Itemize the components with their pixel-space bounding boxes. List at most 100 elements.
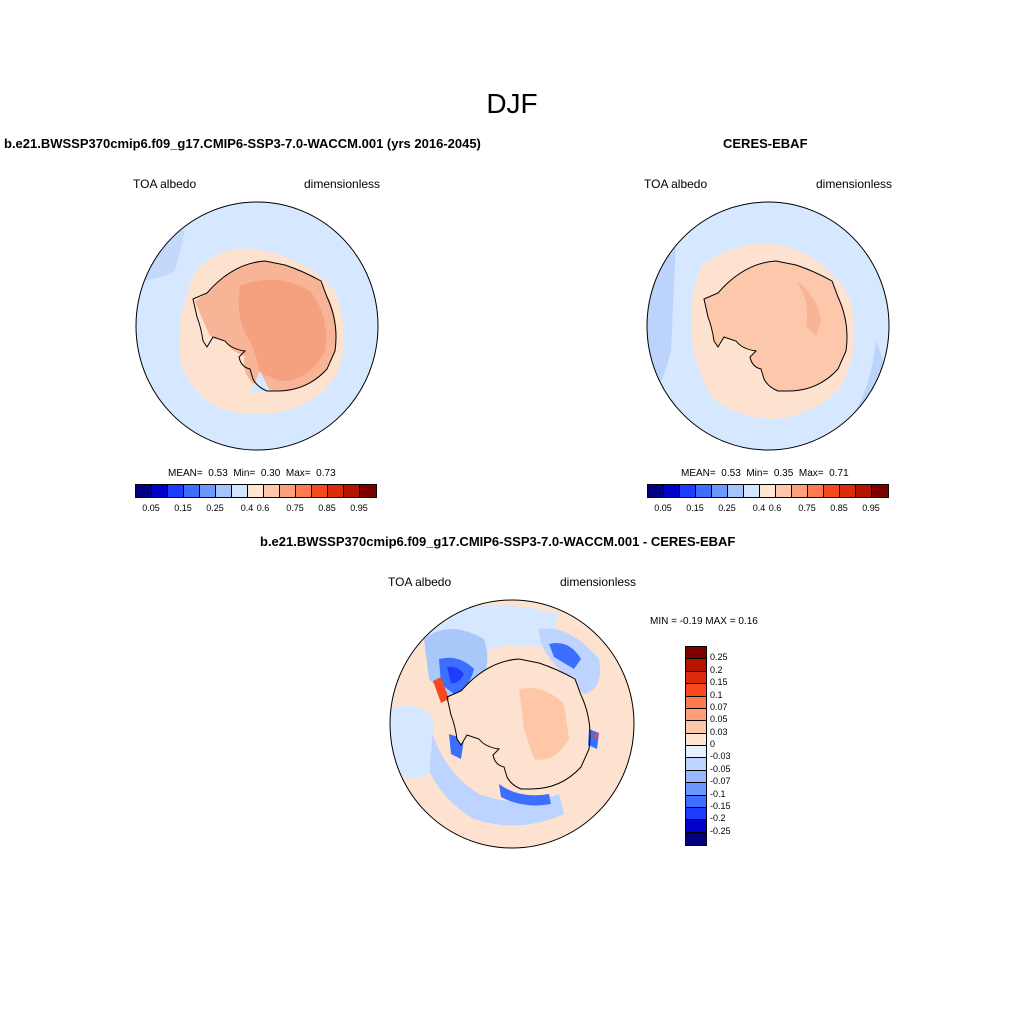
model-polar-map xyxy=(135,201,379,451)
diff-colorbar-swatch xyxy=(686,708,706,722)
model-colorbar-ticks: 0.05 0.15 0.25 0.4 0.6 0.75 0.85 0.95 xyxy=(135,503,375,515)
obs-colorbar-swatch xyxy=(824,485,840,497)
model-colorbar-swatch xyxy=(232,485,248,497)
obs-colorbar-swatch xyxy=(776,485,792,497)
model-colorbar-tick-label: 0.95 xyxy=(350,503,368,513)
model-colorbar-swatch xyxy=(136,485,152,497)
diff-minmax: MIN = -0.19 MAX = 0.16 xyxy=(650,616,758,627)
model-colorbar-swatch xyxy=(312,485,328,497)
model-stats: MEAN= 0.53 Min= 0.30 Max= 0.73 xyxy=(168,468,336,479)
obs-min-label: Min= xyxy=(746,468,769,479)
diff-colorbar-swatch xyxy=(686,647,706,660)
obs-mean-label: MEAN= xyxy=(681,468,716,479)
diff-colorbar-tick-label: 0.03 xyxy=(710,726,728,737)
diff-colorbar-tick-label: -0.1 xyxy=(710,788,726,799)
model-panel-title: b.e21.BWSSP370cmip6.f09_g17.CMIP6-SSP3-7… xyxy=(4,136,481,151)
model-colorbar-swatch xyxy=(152,485,168,497)
model-colorbar-swatch xyxy=(168,485,184,497)
diff-variable-label: TOA albedo xyxy=(388,575,452,589)
diff-colorbar-swatch xyxy=(686,832,706,845)
model-min-label: Min= xyxy=(233,468,256,479)
obs-colorbar-swatch xyxy=(808,485,824,497)
obs-variable-label: TOA albedo xyxy=(644,177,708,191)
obs-colorbar-swatch xyxy=(792,485,808,497)
diff-coastline xyxy=(446,658,591,790)
diff-colorbar-swatch xyxy=(686,671,706,685)
model-colorbar-swatch xyxy=(264,485,280,497)
diff-colorbar-swatch xyxy=(686,696,706,709)
obs-colorbar-ticks: 0.05 0.15 0.25 0.4 0.6 0.75 0.85 0.95 xyxy=(647,503,887,515)
diff-colorbar-tick-label: 0.25 xyxy=(710,652,728,663)
model-units-label: dimensionless xyxy=(304,177,381,191)
diff-colorbar-tick-label: -0.25 xyxy=(710,825,731,836)
obs-colorbar-tick-label: 0.85 xyxy=(830,503,848,513)
model-colorbar-tick-label: 0.25 xyxy=(206,503,224,513)
model-colorbar-tick-label: 0.4 xyxy=(240,503,254,513)
obs-units-label: dimensionless xyxy=(816,177,893,191)
model-mean-label: MEAN= xyxy=(168,468,203,479)
diff-colorbar-tick-label: 0.07 xyxy=(710,701,728,712)
obs-min: 0.35 xyxy=(773,468,794,479)
model-colorbar-swatch xyxy=(216,485,232,497)
obs-mean: 0.53 xyxy=(721,468,741,479)
model-colorbar-swatch xyxy=(344,485,360,497)
diff-panel-title: b.e21.BWSSP370cmip6.f09_g17.CMIP6-SSP3-7… xyxy=(260,534,736,549)
model-max: 0.73 xyxy=(316,468,336,479)
obs-max-label: Max= xyxy=(798,468,824,479)
diff-colorbar-tick-label: 0.05 xyxy=(710,714,728,725)
obs-colorbar-swatch xyxy=(744,485,760,497)
obs-stats: MEAN= 0.53 Min= 0.35 Max= 0.71 xyxy=(681,468,849,479)
obs-colorbar-tick-label: 0.95 xyxy=(862,503,880,513)
model-colorbar-tick-label: 0.75 xyxy=(286,503,304,513)
diff-colorbar-swatch xyxy=(686,770,706,784)
model-min: 0.30 xyxy=(260,468,281,479)
model-colorbar-swatch xyxy=(248,485,264,497)
obs-panel-title: CERES-EBAF xyxy=(723,136,808,151)
obs-colorbar-swatch xyxy=(696,485,712,497)
diff-colorbar-swatch xyxy=(686,807,706,821)
obs-colorbar-tick-label: 0.6 xyxy=(768,503,782,513)
diff-colorbar-swatch xyxy=(686,746,706,759)
obs-colorbar-swatch xyxy=(728,485,744,497)
model-colorbar-tick-label: 0.05 xyxy=(142,503,160,513)
obs-polar-map xyxy=(646,201,890,451)
model-colorbar-tick-label: 0.85 xyxy=(318,503,336,513)
obs-colorbar-tick-label: 0.75 xyxy=(798,503,816,513)
diff-colorbar-tick-label: -0.05 xyxy=(710,763,731,774)
diff-colorbar xyxy=(685,646,707,846)
diff-colorbar-swatch xyxy=(686,795,706,808)
diff-colorbar-swatch xyxy=(686,783,706,796)
model-max-label: Max= xyxy=(285,468,311,479)
diff-map-boundary xyxy=(389,599,635,849)
obs-colorbar-tick-label: 0.25 xyxy=(718,503,736,513)
model-coastline xyxy=(192,260,337,392)
diff-units-label: dimensionless xyxy=(560,575,637,589)
obs-coastline xyxy=(703,260,848,392)
diff-colorbar-tick-label: 0.1 xyxy=(710,689,723,700)
obs-colorbar-swatch xyxy=(712,485,728,497)
obs-colorbar-tick-label: 0.15 xyxy=(686,503,704,513)
diff-colorbar-tick-label: -0.2 xyxy=(710,813,726,824)
diff-colorbar-swatch xyxy=(686,659,706,672)
model-map-boundary xyxy=(135,201,379,451)
obs-map-boundary xyxy=(646,201,890,451)
diff-colorbar-tick-label: 0.15 xyxy=(710,677,728,688)
diff-colorbar-tick-label: -0.03 xyxy=(710,751,731,762)
model-colorbar-swatch xyxy=(200,485,216,497)
diff-colorbar-swatch xyxy=(686,758,706,771)
diff-colorbar-swatch xyxy=(686,733,706,746)
model-colorbar-swatch xyxy=(328,485,344,497)
model-colorbar-swatch xyxy=(360,485,376,497)
diff-colorbar-ticks: 0.25 0.2 0.15 0.1 0.07 0.05 0.03 0 -0.03 -0.05 -0.… xyxy=(710,646,770,844)
obs-colorbar-swatch xyxy=(648,485,664,497)
obs-max: 0.71 xyxy=(829,468,849,479)
diff-colorbar-swatch xyxy=(686,684,706,697)
diff-colorbar-swatch xyxy=(686,721,706,734)
diff-polar-map xyxy=(389,599,635,849)
obs-colorbar-swatch xyxy=(664,485,680,497)
model-colorbar-swatch xyxy=(296,485,312,497)
obs-colorbar-swatch xyxy=(680,485,696,497)
diff-colorbar-tick-label: 0 xyxy=(710,739,716,749)
diff-colorbar-tick-label: -0.15 xyxy=(710,800,731,811)
model-colorbar-swatch xyxy=(184,485,200,497)
